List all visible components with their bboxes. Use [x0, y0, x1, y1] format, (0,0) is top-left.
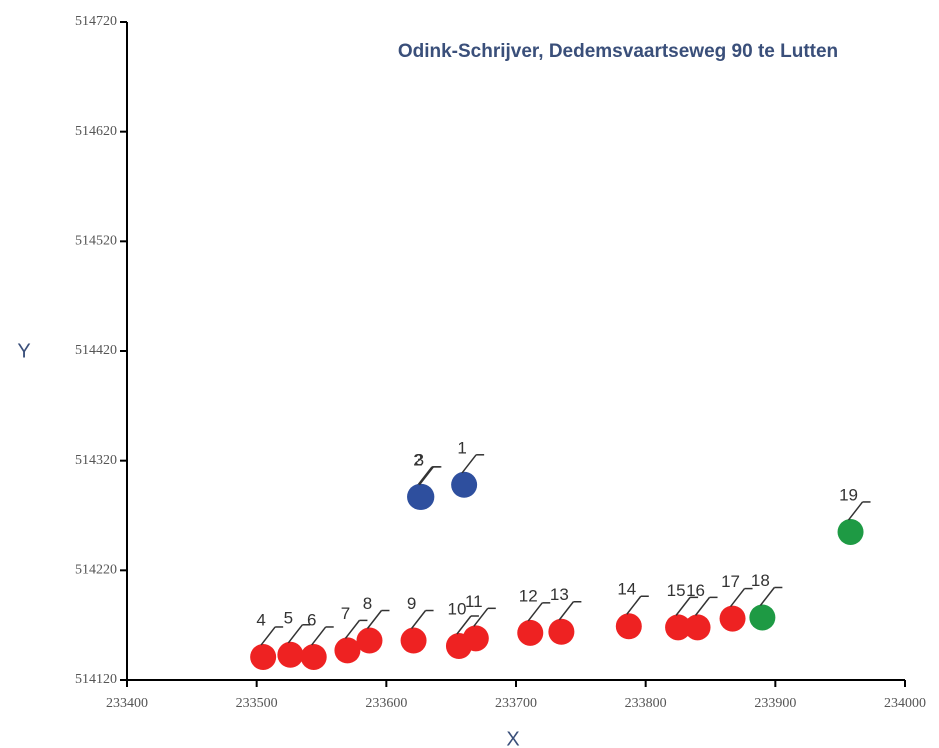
point-label: 9: [407, 594, 416, 613]
point: [334, 637, 361, 664]
label-leader: [558, 601, 574, 621]
label-leader: [473, 607, 489, 627]
point-label: 17: [721, 572, 740, 591]
x-tick-label: 233600: [365, 696, 407, 711]
point: [548, 618, 575, 645]
label-leader: [759, 587, 775, 606]
label-leader: [311, 626, 327, 646]
point-label: 3: [415, 450, 424, 469]
x-tick-label: 233700: [495, 696, 537, 711]
label-leader: [847, 501, 864, 521]
label-leader: [417, 466, 433, 486]
point: [300, 643, 327, 670]
point-label: 4: [256, 610, 265, 629]
y-tick-label: 514220: [75, 563, 117, 578]
point: [665, 614, 692, 641]
point: [719, 605, 746, 632]
point: [749, 604, 776, 631]
label-leader: [366, 610, 383, 629]
point: [250, 643, 277, 670]
point-label: 11: [465, 592, 483, 611]
label-leader: [410, 610, 427, 629]
point-label: 7: [341, 604, 350, 623]
label-leader: [461, 454, 477, 474]
label-leader: [344, 619, 361, 639]
x-tick-label: 234000: [884, 696, 926, 711]
point: [408, 483, 435, 510]
point: [451, 471, 478, 498]
point-label: 19: [839, 485, 858, 504]
point-label: 1: [457, 438, 466, 457]
label-leader: [675, 596, 691, 616]
point-label: 18: [751, 571, 770, 590]
y-tick-label: 514120: [75, 672, 117, 687]
x-tick-label: 233800: [625, 696, 667, 711]
point-label: 6: [307, 610, 316, 629]
point-label: 2: [413, 450, 422, 469]
point: [684, 614, 711, 641]
label-leader: [287, 624, 303, 644]
point: [356, 627, 383, 654]
label-leader: [456, 615, 472, 635]
y-tick-label: 514720: [75, 14, 117, 29]
x-tick-label: 233400: [106, 696, 148, 711]
label-leader: [527, 602, 543, 622]
x-tick-label: 233900: [754, 696, 796, 711]
x-axis-label: X: [506, 728, 519, 748]
point: [462, 625, 489, 652]
chart-title: Odink-Schrijver, Dedemsvaartseweg 90 te …: [398, 41, 838, 62]
label-leader: [694, 596, 711, 616]
point-label: 10: [447, 599, 466, 618]
y-tick-label: 514520: [75, 234, 117, 249]
point: [400, 627, 427, 654]
point: [837, 518, 864, 545]
point: [277, 641, 304, 668]
point: [517, 619, 544, 646]
label-leader: [418, 466, 434, 486]
label-leader: [729, 588, 746, 608]
y-axis-label: Y: [17, 340, 30, 362]
label-leader: [260, 626, 276, 646]
y-tick-label: 514420: [75, 343, 117, 358]
point-label: 8: [363, 594, 372, 613]
point-label: 15: [667, 581, 686, 600]
label-leader: [626, 595, 642, 615]
point-label: 12: [519, 586, 538, 605]
point-label: 5: [284, 608, 293, 627]
x-tick-label: 233500: [236, 696, 278, 711]
point: [615, 613, 642, 640]
y-tick-label: 514620: [75, 124, 117, 139]
point-label: 16: [686, 581, 705, 600]
point-label: 13: [550, 585, 569, 604]
y-tick-label: 514320: [75, 453, 117, 468]
point-label: 14: [617, 580, 636, 599]
